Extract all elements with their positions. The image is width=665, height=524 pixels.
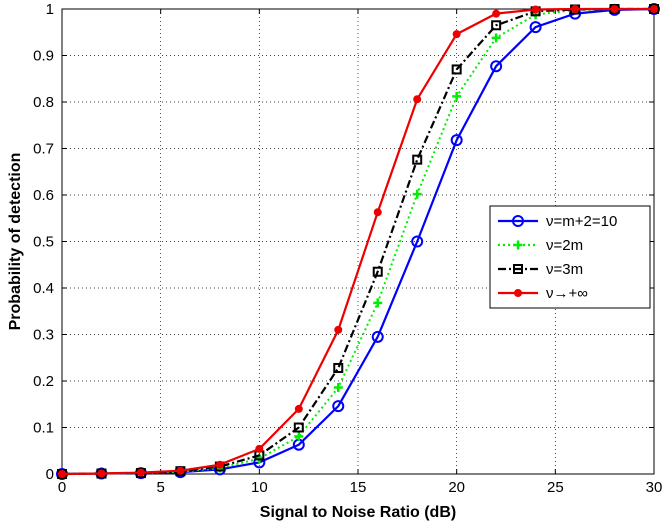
data-point xyxy=(293,422,304,433)
data-point xyxy=(371,330,384,343)
data-point xyxy=(452,91,462,101)
data-point xyxy=(136,468,145,477)
y-tick-label: 0.1 xyxy=(33,420,54,437)
data-point xyxy=(412,154,423,165)
data-point xyxy=(571,5,580,13)
legend: ν=m+2=10 ν=2m ν=3m ν→+∞ xyxy=(489,205,651,309)
data-point xyxy=(294,431,304,441)
data-point xyxy=(97,469,106,478)
data-point xyxy=(373,298,383,308)
data-point xyxy=(334,325,343,334)
x-tick-label: 20 xyxy=(448,479,465,496)
data-point xyxy=(332,400,345,413)
legend-item: ν=2m xyxy=(498,237,583,254)
data-point xyxy=(491,33,501,43)
x-tick-label: 15 xyxy=(350,479,367,496)
legend-label: ν=3m xyxy=(546,261,583,278)
x-tick-label: 25 xyxy=(547,479,564,496)
data-point xyxy=(490,60,503,73)
legend-label: ν=2m xyxy=(546,237,583,254)
data-point xyxy=(413,95,422,104)
data-point xyxy=(373,208,382,217)
data-point xyxy=(294,404,303,413)
y-tick-label: 0.9 xyxy=(33,48,54,65)
legend-item: ν=3m xyxy=(498,261,583,278)
y-tick-label: 0.5 xyxy=(33,234,54,251)
legend-marker xyxy=(513,264,523,274)
data-point xyxy=(58,470,66,478)
legend-marker xyxy=(513,240,523,250)
x-axis-label: Signal to Noise Ratio (dB) xyxy=(260,504,456,521)
data-point xyxy=(255,444,264,453)
y-tick-label: 0.8 xyxy=(33,94,54,111)
legend-label: ν→+∞ xyxy=(546,285,588,302)
data-point xyxy=(492,9,501,18)
y-tick-label: 0.2 xyxy=(33,373,54,390)
x-tick-label: 0 xyxy=(58,479,66,496)
legend-marker xyxy=(512,215,524,227)
data-point xyxy=(333,383,343,393)
series-4 xyxy=(58,5,658,478)
legend-label: ν=m+2=10 xyxy=(546,213,617,230)
data-point xyxy=(491,20,502,31)
x-tick-label: 10 xyxy=(251,479,268,496)
x-tick-label: 5 xyxy=(156,479,164,496)
y-tick-label: 0.3 xyxy=(33,327,54,344)
legend-item: ν=m+2=10 xyxy=(498,213,617,230)
y-tick-label: 0 xyxy=(46,466,54,483)
data-point xyxy=(452,30,461,39)
data-point xyxy=(650,5,658,13)
data-point xyxy=(531,5,540,14)
data-point xyxy=(372,266,383,277)
y-tick-label: 0.6 xyxy=(33,187,54,204)
data-point xyxy=(412,189,422,199)
series-layer xyxy=(56,3,660,480)
y-tick-label: 0.7 xyxy=(33,141,54,158)
series-line xyxy=(61,7,654,476)
data-point xyxy=(451,64,462,75)
data-point xyxy=(450,134,463,147)
data-point xyxy=(333,362,344,373)
y-tick-label: 0.4 xyxy=(33,280,54,297)
y-tick-label: 1 xyxy=(46,1,54,18)
data-point xyxy=(176,466,185,475)
y-axis-label: Probability of detection xyxy=(7,153,24,331)
legend-marker xyxy=(514,289,522,297)
data-point xyxy=(411,235,424,248)
axis-ticks: 0 5 10 15 20 25 30 0 0.1 0.2 0.3 0.4 0.5 0.6 0.7 0.8 0.9… xyxy=(33,1,662,496)
x-tick-label: 30 xyxy=(646,479,663,496)
data-point xyxy=(529,21,542,34)
data-point xyxy=(610,5,619,13)
legend-item: ν→+∞ xyxy=(498,285,588,302)
data-point xyxy=(215,460,224,469)
